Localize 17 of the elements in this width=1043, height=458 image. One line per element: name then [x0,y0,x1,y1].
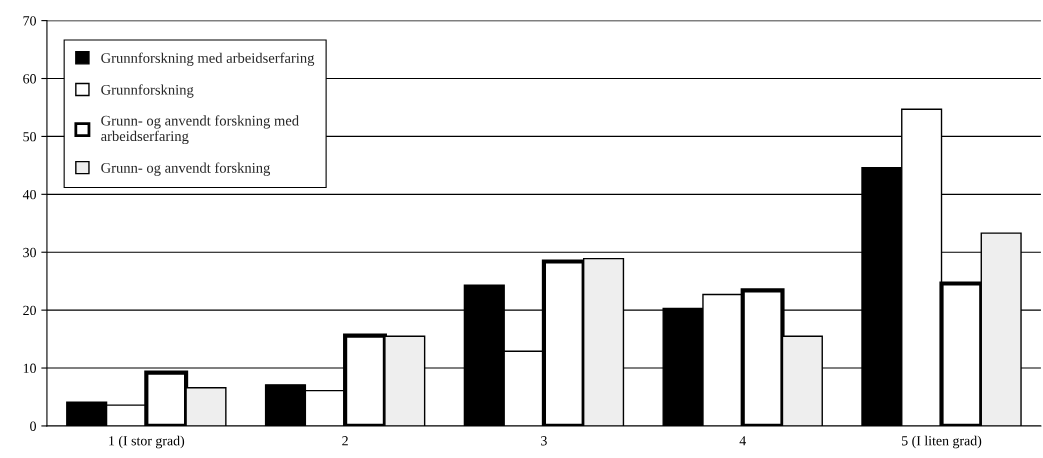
x-tick-label: 2 [342,436,348,446]
y-tick-label: 60 [23,74,36,84]
y-tick-label: 0 [30,421,36,431]
x-tick-label: 5 (I liten grad) [902,435,982,449]
y-tick-label: 70 [23,16,36,26]
legend-label: Grunn- og anvendt forskning [101,162,271,176]
y-tick-label: 20 [23,305,36,316]
y-tick-label: 50 [23,132,36,142]
y-tick-label: 40 [22,189,36,200]
legend-label: Grunnforskning med arbeidserfaring [101,52,315,66]
legend-label: Grunn- og anvendt forskning med arbeidserfaring [101,115,299,145]
x-tick-label: 1 (I stor grad) [109,435,185,449]
y-tick-label: 10 [23,363,36,373]
x-tick-label: 4 [739,436,746,446]
y-tick-label: 30 [23,247,36,258]
x-tick-label: 3 [541,436,547,446]
legend-label: Grunnforskning [101,84,194,98]
